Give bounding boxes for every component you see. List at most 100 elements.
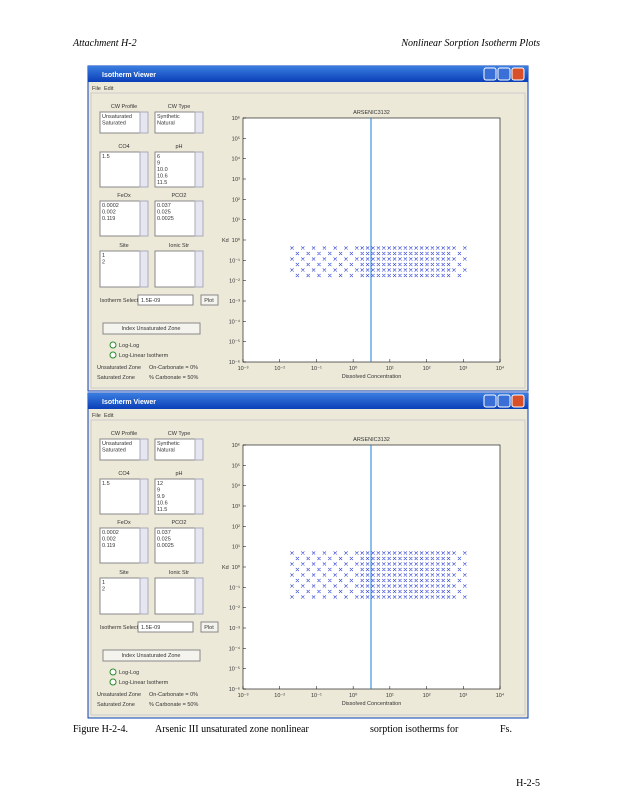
button-label[interactable]: Plot: [204, 298, 214, 304]
header-right: Nonlinear Sorption Isotherm Plots: [400, 38, 540, 49]
list-item[interactable]: 0.119: [102, 543, 115, 549]
list-item[interactable]: 9: [157, 488, 160, 494]
radio-label[interactable]: Log-Linear Isotherm: [119, 353, 169, 359]
list-item[interactable]: 9: [157, 161, 160, 167]
list-item[interactable]: 0.025: [157, 537, 171, 543]
scrollbar: [139, 527, 149, 564]
menu-item[interactable]: Edit: [104, 413, 114, 419]
list-item[interactable]: 11.5: [157, 180, 167, 186]
radio[interactable]: [109, 668, 117, 676]
scrollbar: [139, 151, 149, 188]
y-tick-label: 10³: [232, 177, 240, 183]
y-axis-label: Kd: [222, 565, 229, 571]
data-markers: [290, 246, 467, 278]
list-item[interactable]: Synthetic: [157, 441, 180, 447]
menu-item[interactable]: File: [92, 413, 101, 419]
list-item[interactable]: 0.0002: [102, 203, 119, 209]
x-tick-label: 10²: [423, 693, 431, 699]
window-button[interactable]: [497, 394, 511, 408]
y-tick-label: 10⁵: [232, 135, 240, 142]
x-tick-label: 10²: [423, 366, 431, 372]
dropdown[interactable]: [137, 294, 194, 306]
menu-item[interactable]: Edit: [104, 86, 114, 92]
window-button[interactable]: [483, 67, 497, 81]
window-button[interactable]: [483, 394, 497, 408]
list-item[interactable]: 0.037: [157, 530, 171, 536]
scrollbar: [139, 577, 149, 615]
scrollbar: [139, 250, 149, 288]
dropdown-value[interactable]: 1.5E-09: [141, 625, 160, 631]
radio[interactable]: [109, 351, 117, 359]
list-item[interactable]: 0.037: [157, 203, 171, 209]
list-item[interactable]: 0.002: [102, 210, 116, 216]
dropdown-value[interactable]: 1.5E-09: [141, 298, 160, 304]
list-item[interactable]: 2: [102, 587, 105, 593]
list-label: pH: [175, 471, 182, 477]
list-item[interactable]: 0.0002: [102, 530, 119, 536]
y-tick-label: 10⁻²: [229, 279, 240, 285]
menu-item[interactable]: File: [92, 86, 101, 92]
radio[interactable]: [109, 678, 117, 686]
radio-label[interactable]: Log-Linear Isotherm: [119, 680, 169, 686]
button[interactable]: [102, 322, 201, 335]
y-tick-label: 10⁶: [232, 442, 240, 449]
list-item[interactable]: 10.6: [157, 174, 168, 180]
list-item[interactable]: 1: [102, 253, 105, 259]
x-tick-label: 10⁻²: [274, 366, 285, 372]
radio-label[interactable]: Log-Log: [119, 343, 139, 349]
list-label: CO4: [118, 144, 129, 150]
y-tick-label: 10⁻²: [229, 606, 240, 612]
button[interactable]: [200, 621, 219, 633]
x-tick-label: 10⁻¹: [311, 366, 322, 372]
scrollbar: [194, 151, 204, 188]
caption-label: Figure H-2-4.: [73, 724, 128, 735]
list-item[interactable]: 0.002: [102, 537, 116, 543]
button[interactable]: [102, 649, 201, 662]
button[interactable]: [200, 294, 219, 306]
title-bar: [88, 393, 528, 409]
radio[interactable]: [109, 341, 117, 349]
list-item[interactable]: 0.025: [157, 210, 171, 216]
list-item[interactable]: 12: [157, 481, 163, 487]
list-item[interactable]: Saturated: [102, 448, 126, 454]
list-item[interactable]: 10.6: [157, 501, 168, 507]
y-tick-label: 10⁰: [232, 564, 241, 571]
list-item[interactable]: 1.5: [102, 154, 110, 160]
radio-label[interactable]: Log-Log: [119, 670, 139, 676]
list-item[interactable]: 2: [102, 260, 105, 266]
data-markers: [290, 551, 467, 599]
list-item[interactable]: 1: [102, 580, 105, 586]
list-item[interactable]: 6: [157, 154, 160, 160]
y-tick-label: 10⁻⁵: [229, 666, 240, 673]
list-item[interactable]: 10.0: [157, 167, 168, 173]
list-item[interactable]: 9.9: [157, 494, 165, 500]
list-item[interactable]: 0.0025: [157, 216, 174, 222]
list-item[interactable]: Natural: [157, 448, 175, 454]
button-label[interactable]: Index Unsaturated Zone: [121, 653, 180, 659]
window-button[interactable]: [511, 394, 525, 408]
list-item[interactable]: Natural: [157, 121, 175, 127]
list-item[interactable]: Unsaturated: [102, 441, 132, 447]
list-item[interactable]: 11.5: [157, 507, 167, 513]
dropdown[interactable]: [137, 621, 194, 633]
button-label[interactable]: Index Unsaturated Zone: [121, 326, 180, 332]
scrollbar: [194, 478, 204, 515]
scrollbar: [194, 438, 204, 461]
list-item[interactable]: 1.5: [102, 481, 110, 487]
window-button[interactable]: [511, 67, 525, 81]
y-tick-label: 10⁻¹: [229, 585, 240, 591]
list-label: CW Type: [168, 431, 191, 437]
window-button[interactable]: [497, 67, 511, 81]
x-tick-label: 10⁻¹: [311, 693, 322, 699]
list-item[interactable]: Synthetic: [157, 114, 180, 120]
legend-text: % Carbonate = 50%: [149, 375, 198, 381]
list-item[interactable]: 0.119: [102, 216, 115, 222]
list-item[interactable]: Saturated: [102, 121, 126, 127]
list-item[interactable]: Unsaturated: [102, 114, 132, 120]
list-item[interactable]: 0.0025: [157, 543, 174, 549]
plot-title: ARSENIC3132: [353, 110, 390, 116]
x-axis-label: Dissolved Concentration: [342, 701, 402, 707]
x-tick-label: 10⁻³: [238, 366, 249, 372]
legend-text: Saturated Zone: [97, 375, 135, 381]
button-label[interactable]: Plot: [204, 625, 214, 631]
